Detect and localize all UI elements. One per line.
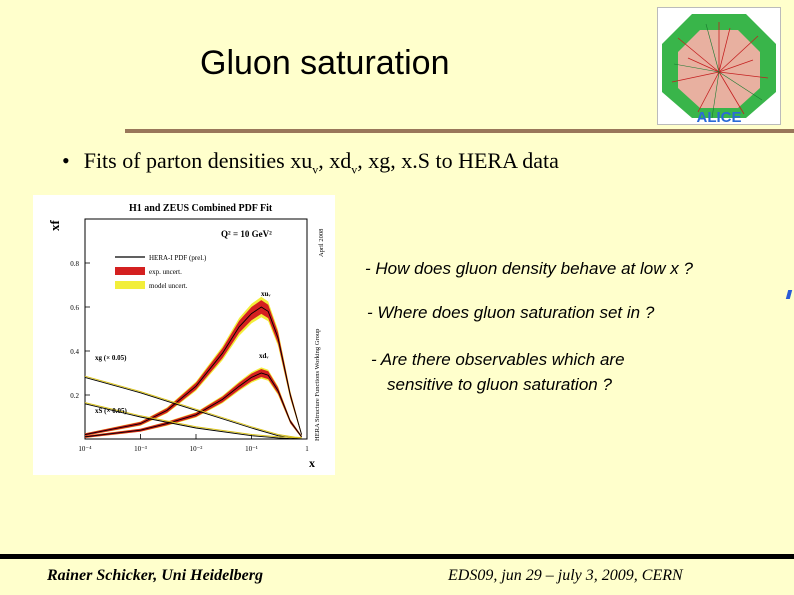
legend-label-pdf: HERA-I PDF (prel.): [149, 254, 207, 262]
bullet-item: • Fits of parton densities xuv, xdv, xg, …: [62, 148, 559, 177]
pdf-fit-chart: H1 and ZEUS Combined PDF Fit Q² = 10 GeV…: [47, 203, 325, 470]
bullet-dot: •: [62, 148, 70, 173]
side-group: HERA Structure Functions Working Group: [314, 329, 321, 441]
figure-title: H1 and ZEUS Combined PDF Fit: [129, 203, 273, 214]
series-line-0: [84, 306, 303, 436]
bullet-sub-2: v: [351, 162, 358, 177]
y-tick-label: 0.2: [70, 392, 79, 400]
series-line-1: [84, 372, 302, 438]
legend-swatch-model: [115, 281, 145, 289]
series-band-line-3: [84, 402, 302, 439]
y-tick-label: 0.6: [70, 304, 79, 312]
series-line-3: [84, 403, 302, 440]
y-axis-label: xf: [47, 220, 62, 232]
question-1: - How does gluon density behave at low x…: [365, 259, 693, 278]
alice-logo: ALICE: [657, 7, 781, 125]
question-3: - Are there observables which are: [371, 350, 625, 369]
title-divider: [125, 129, 794, 133]
edge-mark: [785, 290, 793, 299]
legend-swatch-exp: [115, 267, 145, 275]
curve-label-xdv: xdᵥ: [259, 352, 269, 360]
legend-label-exp: exp. uncert.: [149, 268, 182, 276]
x-tick-label: 10⁻²: [190, 445, 203, 453]
bullet-text-2: , xd: [318, 148, 352, 173]
side-date: April 2008: [318, 229, 325, 257]
footer-event: EDS09, jun 29 – july 3, 2009, CERN: [448, 567, 683, 584]
question-3-continued: sensitive to gluon saturation ?: [387, 375, 612, 394]
slide-title: Gluon saturation: [200, 44, 450, 82]
legend: HERA-I PDF (prel.) exp. uncert. model un…: [115, 254, 207, 290]
curve-label-xs: xS (× 0.05): [95, 407, 127, 415]
x-axis-label: x: [309, 456, 315, 470]
series-line-2: [84, 376, 302, 440]
x-tick-label: 10⁻³: [134, 445, 147, 453]
x-tick-label: 10⁻⁴: [78, 445, 92, 453]
bullet-sub-1: v: [312, 162, 319, 177]
y-tick-label: 0.4: [70, 348, 79, 356]
legend-label-model: model uncert.: [149, 282, 188, 290]
pdf-fit-figure: H1 and ZEUS Combined PDF Fit Q² = 10 GeV…: [33, 195, 335, 475]
footer-author: Rainer Schicker, Uni Heidelberg: [47, 567, 263, 584]
alice-logo-text: ALICE: [697, 109, 742, 124]
question-2: - Where does gluon saturation set in ?: [367, 303, 655, 322]
bullet-text-1: Fits of parton densities xu: [83, 148, 313, 173]
x-tick-label: 10⁻¹: [245, 445, 258, 453]
curve-label-xg: xg (× 0.05): [95, 354, 127, 362]
y-tick-label: 0.8: [70, 260, 79, 268]
footer-divider: [0, 554, 794, 559]
model-uncert-band-1: [85, 367, 302, 438]
bullet-text-3: , xg, x.S to HERA data: [357, 148, 559, 173]
q2-label: Q² = 10 GeV²: [221, 229, 272, 239]
x-tick-label: 1: [305, 445, 309, 453]
curve-label-xuv: xuᵥ: [261, 290, 271, 298]
